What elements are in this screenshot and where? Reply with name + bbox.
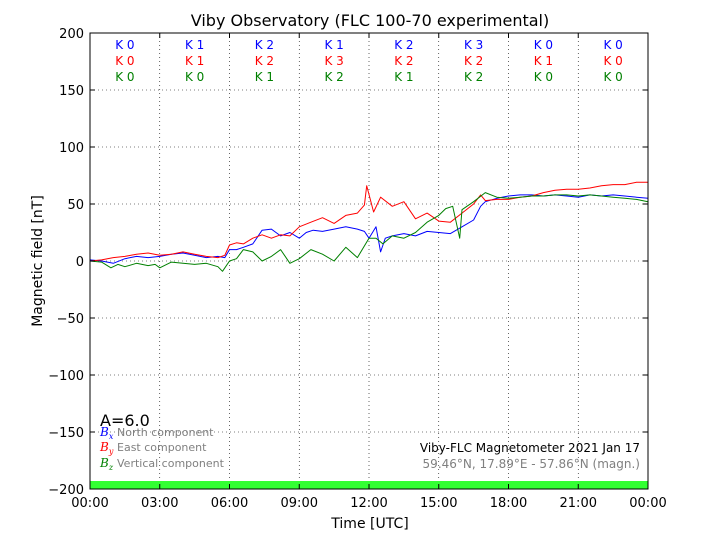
k-index-vertical: K 0 <box>115 70 134 84</box>
x-tick-label: 06:00 <box>211 496 248 511</box>
y-tick-label: 100 <box>59 141 84 156</box>
k-index-north: K 3 <box>464 38 483 52</box>
k-index-east: K 1 <box>534 54 553 68</box>
k-index-vertical: K 2 <box>324 70 343 84</box>
legend-symbol-north: Bx <box>99 425 114 441</box>
legend-entry-east: By East component <box>99 440 207 456</box>
k-index-vertical: K 2 <box>464 70 483 84</box>
k-index-north: K 1 <box>324 38 343 52</box>
k-index-east: K 2 <box>394 54 413 68</box>
y-tick-label: 0 <box>76 255 84 270</box>
legend-label-vertical: Vertical component <box>117 457 225 470</box>
k-index-north: K 0 <box>603 38 622 52</box>
legend-symbol-east: By <box>99 440 114 456</box>
axis-ticks: 00:00 03:00 06:00 09:00 12:00 15:00 18:00 21:00… <box>48 27 666 511</box>
k-index-east: K 2 <box>464 54 483 68</box>
k-index-east: K 2 <box>255 54 274 68</box>
plot-frame <box>89 32 649 490</box>
k-index-vertical: K 0 <box>603 70 622 84</box>
y-tick-label: 50 <box>67 198 84 213</box>
k-index-vertical: K 0 <box>185 70 204 84</box>
y-axis-label: Magnetic field [nT] <box>30 195 46 327</box>
y-tick-label: 150 <box>59 84 84 99</box>
k-index-north: K 0 <box>534 38 553 52</box>
y-tick-label: −100 <box>48 369 84 384</box>
y-tick-label: 200 <box>59 27 84 42</box>
x-tick-label: 00:00 <box>71 496 108 511</box>
k-index-north: K 0 <box>115 38 134 52</box>
x-tick-label: 18:00 <box>490 496 527 511</box>
series-line-vertical <box>89 192 649 272</box>
legend-label-east: East component <box>117 441 207 454</box>
k-index-east: K 0 <box>115 54 134 68</box>
x-tick-label: 21:00 <box>560 496 597 511</box>
series-lines <box>89 181 649 272</box>
grid-lines <box>90 33 648 489</box>
y-tick-label: −150 <box>48 426 84 441</box>
x-tick-label: 00:00 <box>629 496 666 511</box>
k-index-north: K 2 <box>394 38 413 52</box>
station-info: Viby-FLC Magnetometer 2021 Jan 17 <box>420 441 640 455</box>
legend: Bx North component By East component Bz … <box>99 425 225 472</box>
location-info: 59.46°N, 17.89°E - 57.86°N (magn.) <box>423 457 640 471</box>
x-tick-label: 09:00 <box>281 496 318 511</box>
y-tick-label: −200 <box>48 483 84 498</box>
a-index-label: A=6.0 <box>100 411 150 430</box>
x-tick-label: 15:00 <box>420 496 457 511</box>
chart-title: Viby Observatory (FLC 100-70 experimenta… <box>191 11 550 30</box>
series-line-east <box>89 181 648 262</box>
k-index-vertical: K 1 <box>394 70 413 84</box>
k-index-east: K 3 <box>324 54 343 68</box>
k-index-vertical: K 0 <box>534 70 553 84</box>
legend-symbol-vertical: Bz <box>99 456 114 472</box>
k-index-north: K 1 <box>185 38 204 52</box>
k-index-vertical: K 1 <box>255 70 274 84</box>
y-tick-label: −50 <box>57 312 84 327</box>
k-index-north: K 2 <box>255 38 274 52</box>
k-index-east: K 1 <box>185 54 204 68</box>
x-tick-label: 03:00 <box>141 496 178 511</box>
k-index-table: K 0 K 1 K 2 K 1 K 2 K 3 K 0 K 0 K 0 K 1 K 2 K 3 K 2 K… <box>115 38 623 84</box>
legend-entry-north: Bx North component <box>99 425 214 441</box>
x-axis-label: Time [UTC] <box>330 516 408 532</box>
x-tick-label: 12:00 <box>350 496 387 511</box>
legend-label-north: North component <box>117 426 214 439</box>
legend-entry-vertical: Bz Vertical component <box>99 456 225 472</box>
k-index-east: K 0 <box>603 54 622 68</box>
